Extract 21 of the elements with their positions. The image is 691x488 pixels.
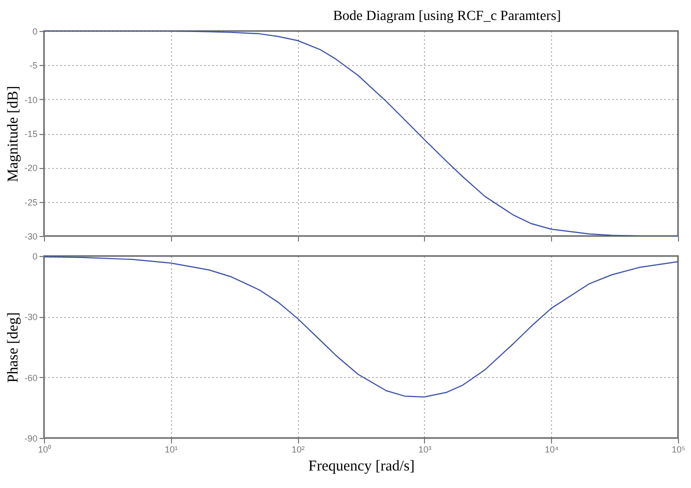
x-tick-label: 10⁰ bbox=[38, 444, 52, 454]
y-tick-label: -20 bbox=[24, 163, 38, 174]
y-tick-label: 0 bbox=[32, 252, 38, 262]
y-tick-label: -30 bbox=[24, 312, 38, 322]
y-tick-label: -15 bbox=[24, 129, 38, 139]
y-axis-title: Magnitude [dB] bbox=[5, 86, 22, 182]
y-tick-label: 0 bbox=[32, 26, 38, 36]
y-tick-label: -25 bbox=[24, 197, 38, 208]
y-tick-label: -30 bbox=[24, 232, 38, 242]
y-tick-label: -10 bbox=[24, 94, 38, 105]
y-axis-title: Phase [deg] bbox=[5, 312, 22, 383]
y-tick-label: -5 bbox=[29, 60, 38, 71]
x-axis-title: Frequency [rad/s] bbox=[308, 458, 415, 474]
y-tick-label: -90 bbox=[24, 434, 38, 444]
x-tick-label: 10³ bbox=[418, 444, 432, 454]
x-tick-label: 10⁵ bbox=[672, 444, 686, 454]
y-tick-label: -60 bbox=[24, 372, 38, 383]
x-tick-label: 10⁴ bbox=[544, 444, 559, 454]
x-tick-label: 10¹ bbox=[164, 444, 178, 454]
chart-title: Bode Diagram [using RCF_c Paramters] bbox=[333, 9, 561, 24]
x-tick-label: 10² bbox=[292, 444, 305, 454]
